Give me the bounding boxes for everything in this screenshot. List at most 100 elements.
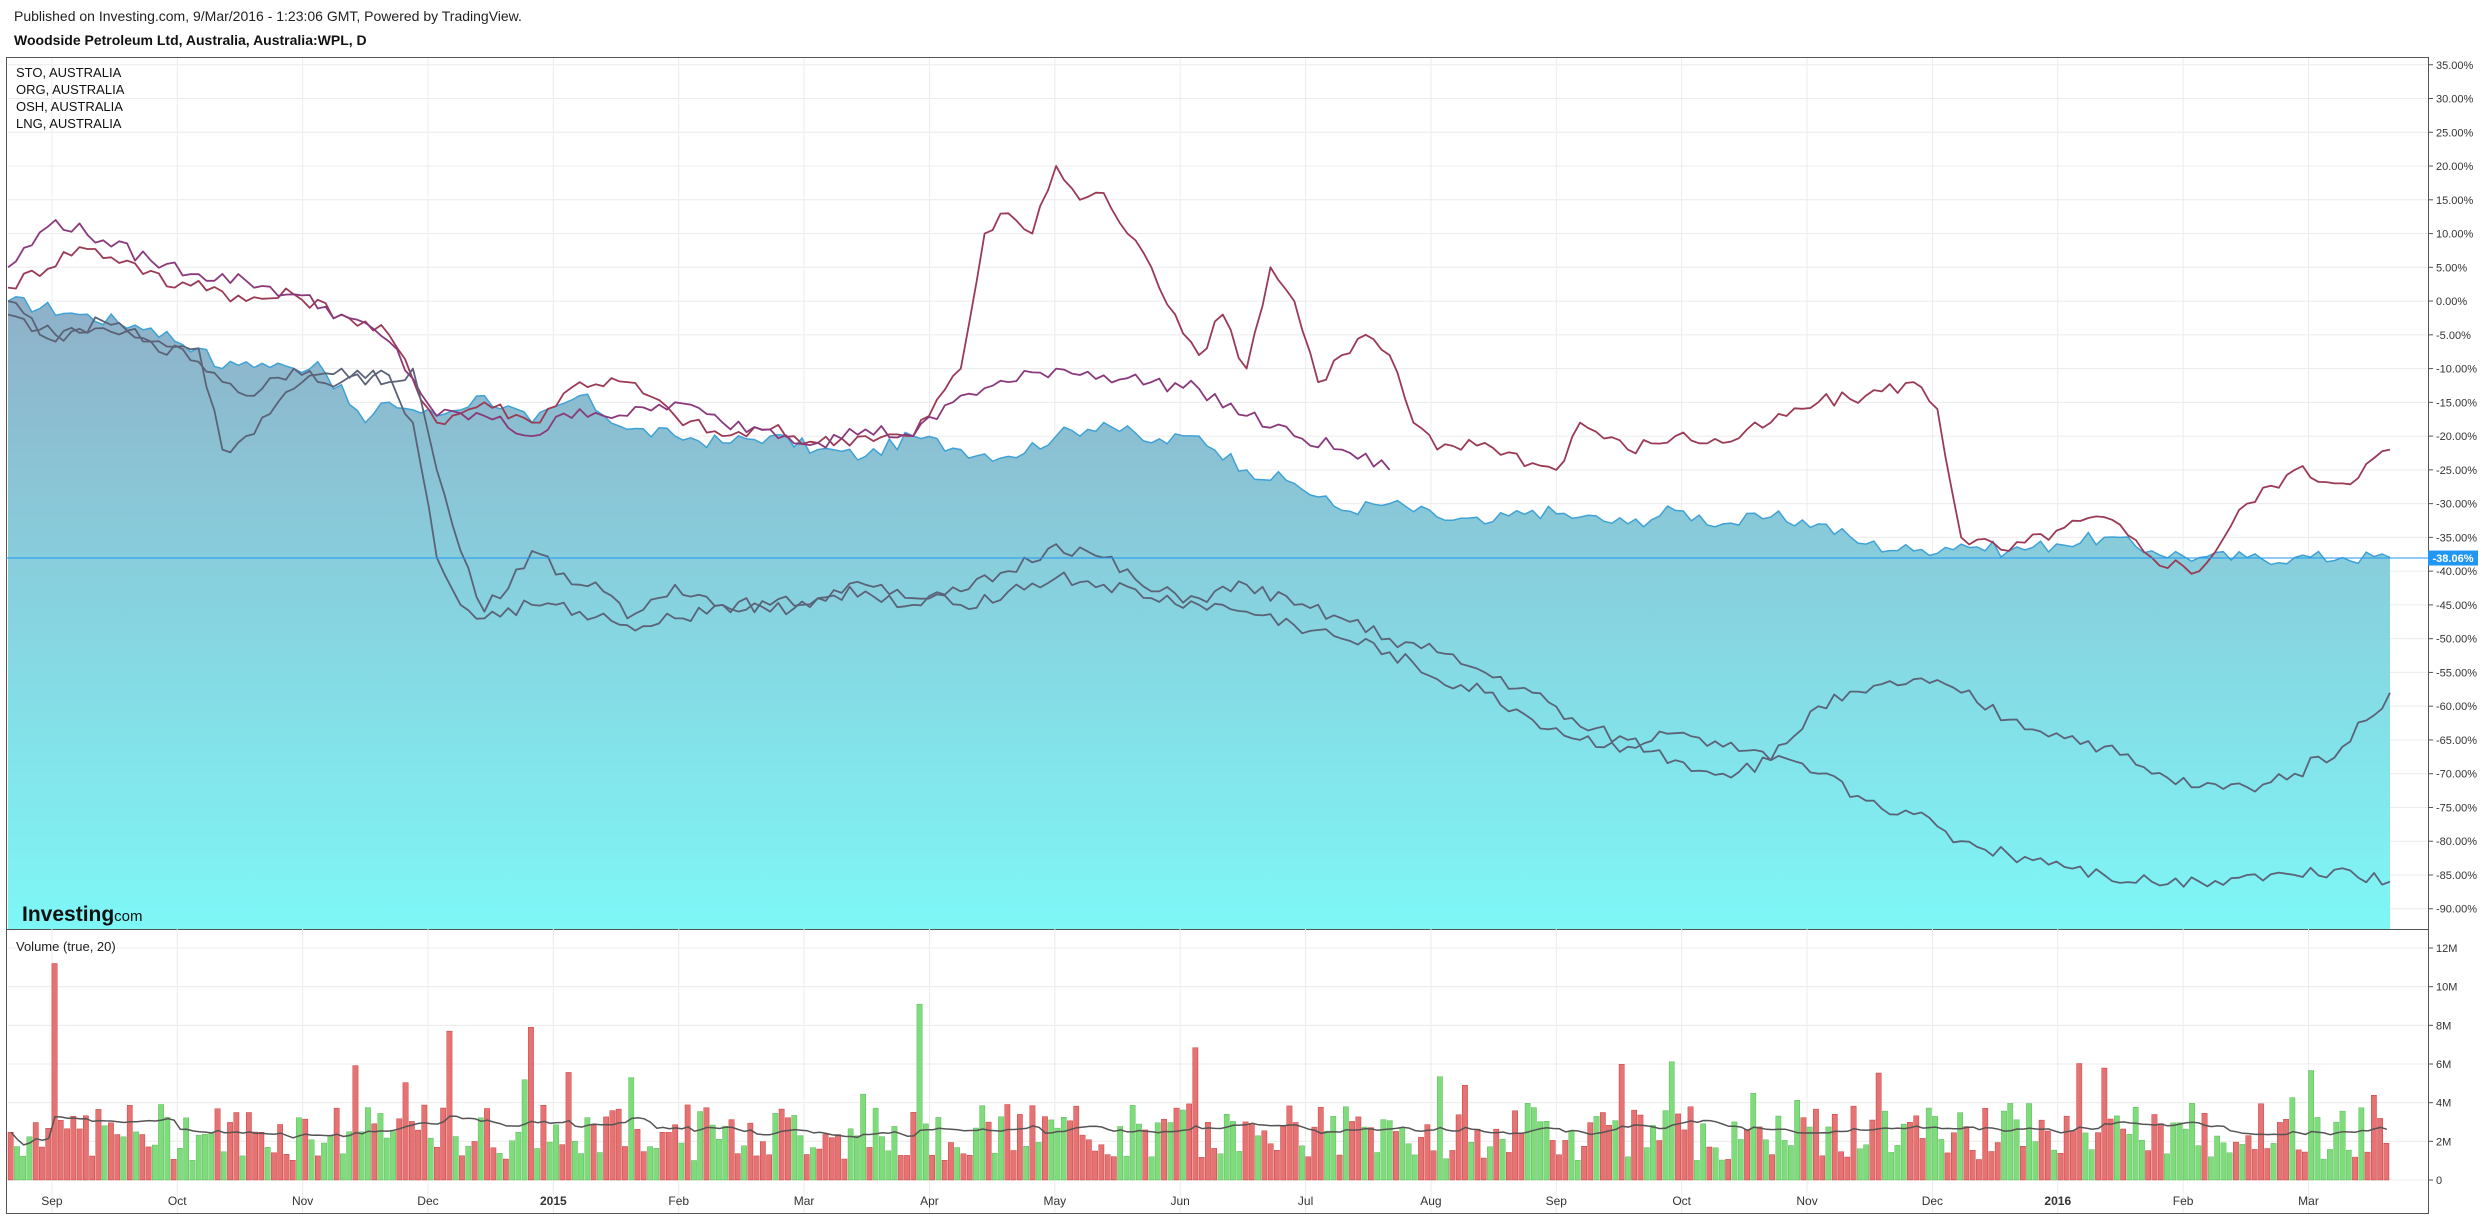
x-tick-label: Aug <box>1420 1194 1441 1208</box>
y-tick-label: 5.00% <box>2436 262 2467 274</box>
svg-text:Investing: Investing <box>22 903 114 926</box>
volume-bar <box>760 1141 766 1181</box>
y-tick-label: -60.00% <box>2436 701 2477 713</box>
volume-bar <box>1292 1122 1299 1181</box>
volume-tick-label: 4M <box>2436 1098 2451 1110</box>
volume-pane-label: Volume (true, 20) <box>16 939 116 954</box>
volume-bar <box>1938 1139 1945 1181</box>
volume-bar <box>1154 1122 1161 1181</box>
current-value-label: -38.06% <box>2433 553 2474 565</box>
series-line-wpl[interactable] <box>7 296 2391 566</box>
volume-bar <box>678 1142 685 1181</box>
volume-bar <box>1236 1151 1243 1181</box>
volume-bar <box>1512 1110 1518 1181</box>
volume-bar <box>139 1134 146 1181</box>
volume-bar <box>1010 1150 1017 1181</box>
volume-bar <box>183 1117 190 1181</box>
volume-bar <box>1474 1128 1481 1181</box>
series-line-sto[interactable] <box>7 165 2391 575</box>
volume-bar <box>1581 1145 1587 1181</box>
volume-bar <box>2327 1149 2333 1181</box>
volume-bar <box>709 1124 716 1181</box>
volume-bar <box>797 1135 804 1181</box>
y-axis-right: 35.00% 30.00% 25.00% 20.00% 15.00% 10.00% 5.00… <box>2428 60 2477 916</box>
volume-bar <box>2013 1119 2020 1181</box>
y-tick-label: -5.00% <box>2436 330 2471 342</box>
volume-bar <box>1976 1159 1982 1181</box>
volume-bar <box>1681 1129 1688 1181</box>
volume-ma-line <box>10 1115 2388 1146</box>
volume-bar <box>32 1122 39 1181</box>
volume-bar <box>402 1082 409 1181</box>
volume-bar <box>1167 1122 1174 1181</box>
volume-bar <box>753 1155 760 1181</box>
volume-bar <box>1110 1156 1117 1181</box>
y-tick-label: -45.00% <box>2436 600 2477 612</box>
x-axis: Sep Oct Nov Dec 2015 Feb Mar Apr May Jun Jul Aug Sep… <box>41 1194 2319 1208</box>
legend-item-lng[interactable]: LNG, AUSTRALIA <box>16 116 122 131</box>
volume-bar <box>1192 1047 1199 1181</box>
volume-bar <box>728 1119 735 1181</box>
volume-bar <box>1957 1112 1964 1181</box>
volume-bar <box>227 1122 233 1181</box>
volume-bar <box>985 1121 992 1181</box>
volume-bar <box>296 1117 302 1181</box>
volume-bar <box>1574 1159 1581 1181</box>
legend-item-sto[interactable]: STO, AUSTRALIA <box>16 65 122 80</box>
volume-bar <box>2377 1118 2384 1181</box>
volume-bar <box>1455 1114 1462 1181</box>
volume-bar <box>2157 1123 2164 1181</box>
volume-bar <box>1944 1152 1951 1181</box>
x-tick-label: Feb <box>668 1194 689 1208</box>
volume-bar <box>1794 1100 1801 1181</box>
volume-bar <box>1230 1121 1236 1181</box>
volume-bar <box>1593 1116 1600 1181</box>
volume-bar <box>1556 1154 1562 1181</box>
volume-bar <box>897 1155 904 1181</box>
volume-bar <box>2295 1149 2302 1181</box>
volume-bar <box>434 1146 440 1181</box>
series-line-org[interactable] <box>7 219 1391 471</box>
x-tick-label: 2016 <box>2044 1194 2071 1208</box>
wpl-area <box>7 296 2391 929</box>
x-tick-label: Jul <box>1298 1194 1313 1208</box>
volume-bar <box>1042 1116 1048 1181</box>
volume-bar <box>1161 1119 1167 1181</box>
volume-bar <box>2301 1151 2308 1181</box>
series-line-lng[interactable] <box>7 300 2391 888</box>
volume-bar <box>509 1140 516 1181</box>
volume-bar <box>176 1147 183 1181</box>
volume-bar <box>2339 1110 2346 1181</box>
volume-bar <box>1875 1072 1882 1181</box>
volume-bar <box>1374 1152 1381 1181</box>
volume-bar <box>39 1146 45 1181</box>
volume-bar <box>101 1125 108 1181</box>
volume-bar <box>151 1144 158 1181</box>
x-tick-label: Nov <box>1796 1194 1817 1208</box>
volume-bar <box>1994 1142 2001 1181</box>
volume-bar <box>1443 1158 1450 1181</box>
volume-bar <box>1468 1141 1475 1181</box>
volume-bar <box>628 1077 635 1181</box>
volume-bar <box>2289 1097 2296 1181</box>
volume-bar <box>1675 1113 1681 1181</box>
volume-bar <box>1048 1119 1055 1181</box>
volume-bar <box>1969 1149 1976 1181</box>
volume-bar <box>1223 1113 1230 1181</box>
volume-bar <box>2126 1133 2133 1181</box>
volume-bar <box>1618 1063 1625 1181</box>
volume-bar <box>559 1144 566 1181</box>
volume-bar <box>1850 1105 1857 1181</box>
volume-bar <box>2189 1103 2195 1181</box>
volume-bar <box>1819 1155 1826 1181</box>
volume-bar <box>208 1133 215 1181</box>
legend-item-osh[interactable]: OSH, AUSTRALIA <box>16 99 123 114</box>
legend-item-org[interactable]: ORG, AUSTRALIA <box>16 82 125 97</box>
volume-bar <box>327 1134 334 1181</box>
volume-bar <box>1894 1145 1901 1181</box>
series-line-osh[interactable] <box>7 313 2391 793</box>
volume-bar <box>2276 1122 2283 1181</box>
volume-bar <box>684 1104 691 1181</box>
volume-bar <box>2308 1070 2315 1181</box>
